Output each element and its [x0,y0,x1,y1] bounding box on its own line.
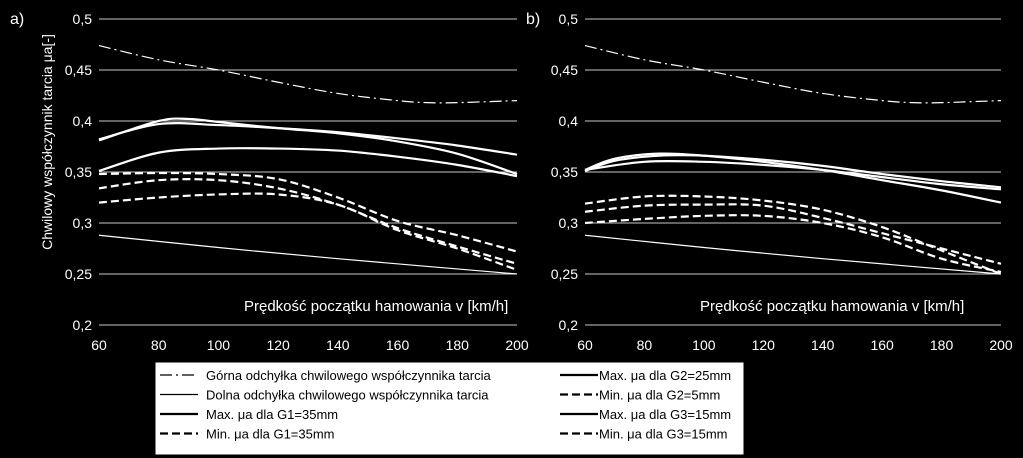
legend-label: Min. μa dla G2=5mm [599,388,720,403]
legend-label: Górna odchyłka chwilowego współczynnika … [206,368,491,383]
y-tick-label: 0,35 [65,164,92,180]
x-tick-label: 200 [989,337,1013,353]
legend-label: Max. μa dla G3=15mm [599,407,731,422]
panel-label-a: a) [10,11,24,28]
y-tick-label: 0,25 [65,266,92,282]
series-line-5 [584,159,1002,191]
x-tick-label: 180 [930,337,954,353]
y-axis-title: Chwilowy współczynnik tarcia μa[-] [39,34,55,250]
x-tick-label: 60 [577,337,593,353]
x-tick-labels-b: 60 80 100 120 140 160 180 200 [577,337,1013,353]
y-tick-label: 0,5 [73,11,93,27]
x-tick-label: 100 [692,337,716,353]
y-tick-label: 0,5 [559,11,579,27]
series-line-2 [584,234,1002,275]
x-tick-label: 120 [752,337,776,353]
x-tick-label: 120 [266,337,290,353]
x-tick-label: 60 [91,337,107,353]
x-tick-label: 180 [446,337,470,353]
x-tick-label: 160 [870,337,894,353]
legend: Górna odchyłka chwilowego współczynnika … [154,361,745,456]
series-line-6 [98,171,518,253]
series-line-2 [98,234,518,275]
x-tick-label: 160 [386,337,410,353]
x-axis-title-b: Prędkość początku hamowania v [km/h] [700,298,964,315]
legend-label: Max. μa dla G2=25mm [599,368,731,383]
y-tick-label: 0,3 [559,215,579,231]
y-tick-labels: 0,2 0,25 0,3 0,35 0,4 0,45 0,5 [65,11,92,333]
x-tick-label: 200 [505,337,529,353]
series-line-8 [584,214,1002,274]
y-tick-label: 0,4 [73,113,93,129]
series-line-7 [98,178,518,265]
y-tick-label: 0,2 [559,317,579,333]
series-line-8 [98,192,518,271]
legend-label: Min. μa dla G3=15mm [599,427,728,442]
y-tick-label: 0,25 [551,266,578,282]
x-tick-label: 140 [326,337,350,353]
x-tick-label: 100 [207,337,231,353]
x-axis-title: Prędkość początku hamowania v [km/h] [244,298,508,315]
series-line-7 [584,203,1002,265]
y-tick-labels-b: 0,2 0,25 0,3 0,35 0,4 0,45 0,5 [551,11,578,333]
legend-label: Dolna odchyłka chwilowego współczynnika … [206,388,489,403]
y-tick-label: 0,2 [73,317,93,333]
series-line-6 [584,194,1002,276]
x-axis-title-bg [235,292,520,318]
series-lines [98,44,518,275]
series-line-4 [98,117,518,176]
series-line-4 [584,154,1002,189]
y-tick-label: 0,35 [551,164,578,180]
panel-label-b: b) [526,11,540,28]
series-line-1 [584,44,1002,104]
legend-box [154,361,745,456]
x-tick-labels: 60 80 100 120 140 160 180 200 [91,337,529,353]
series-line-3 [584,152,1002,204]
y-tick-label: 0,45 [65,62,92,78]
x-tick-label: 140 [811,337,835,353]
gridlines-b [585,18,1001,326]
y-tick-label: 0,3 [73,215,93,231]
y-tick-label: 0,4 [559,113,579,129]
chart-panel-b: b) 0,2 0,25 0,3 0,35 0,4 0,45 0,5 60 80 100 120 14… [526,11,1013,353]
series-line-1 [98,44,518,104]
y-tick-label: 0,45 [551,62,578,78]
x-axis-title-bg-b [693,292,999,318]
x-tick-label: 80 [637,337,653,353]
gridlines [99,18,517,326]
chart-panel-a: a) Chwilowy współczynnik tarcia μa[-] 0,… [10,11,529,353]
legend-label: Max. μa dla G1=35mm [206,407,338,422]
legend-label: Min. μa dla G1=35mm [206,427,335,442]
series-line-5 [98,147,518,178]
x-tick-label: 80 [151,337,167,353]
series-lines-b [584,44,1002,276]
